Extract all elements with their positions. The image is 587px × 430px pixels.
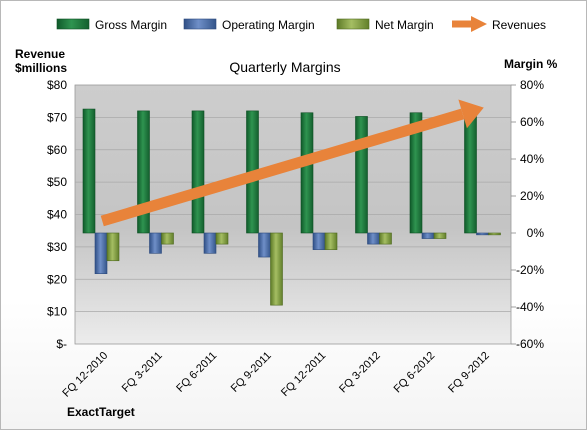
bar-gross-margin [300, 112, 314, 234]
left-tick-label: $80 [47, 78, 67, 92]
left-axis-label-line2: $millions [15, 61, 67, 75]
legend-item-gross-margin: Gross Margin [56, 18, 167, 32]
right-tick-label: 80% [520, 78, 544, 92]
bar-net-margin [270, 232, 283, 306]
bar-operating-margin [367, 232, 380, 245]
right-tick-label: 20% [520, 189, 544, 203]
chart-title: Quarterly Margins [229, 59, 340, 75]
left-tick-label: $10 [47, 305, 67, 319]
revenue-arrow-shaft [100, 108, 465, 227]
left-tick-label: $60 [47, 143, 67, 157]
source-label: ExactTarget [67, 405, 135, 419]
legend-label-operating-margin: Operating Margin [222, 18, 315, 32]
bar-operating-margin [312, 232, 326, 250]
right-tick-label: -40% [516, 300, 544, 314]
x-tick-label: FQ 9-2012 [446, 350, 492, 396]
x-tick-label: FQ 6-2012 [392, 350, 438, 396]
right-tick-label: 60% [520, 115, 544, 129]
x-tick-label: FQ 12-2011 [279, 350, 328, 399]
bar-net-margin [379, 232, 392, 245]
x-tick-label: FQ 3-2011 [120, 350, 165, 395]
left-tick-label: $70 [47, 110, 67, 124]
bar-operating-margin [203, 232, 217, 254]
legend-item-operating-margin: Operating Margin [183, 18, 315, 32]
legend-label-gross-margin: Gross Margin [95, 18, 167, 32]
right-tick-label: -60% [516, 337, 544, 351]
x-tick-label: FQ 3-2012 [337, 350, 383, 396]
left-tick-label: $30 [47, 240, 67, 254]
right-axis: -60% -40% -20% 0% 20% 40% 60% 80% [511, 78, 544, 351]
bar-operating-margin [94, 232, 108, 275]
bar-operating-margin [476, 232, 489, 236]
right-tick-label: 0% [527, 226, 545, 240]
legend-item-revenues: Revenues [452, 16, 546, 32]
bar-gross-margin [82, 108, 96, 234]
bar-gross-margin [191, 110, 205, 234]
bar-gross-margin [409, 112, 423, 234]
revenue-arrow [100, 99, 484, 227]
bar-gross-margin [464, 108, 477, 234]
x-axis: FQ 12-2010 FQ 3-2011 FQ 6-2011 FQ 9-2011 FQ … [60, 350, 491, 400]
bar-operating-margin [258, 232, 271, 258]
left-tick-label: $- [56, 337, 67, 351]
bar-gross-margin [355, 116, 368, 234]
bar-net-margin [488, 232, 501, 236]
bar-net-margin [161, 232, 174, 245]
right-axis-label: Margin % [504, 57, 558, 71]
revenue-arrow-head [458, 99, 484, 129]
bar-net-margin [106, 232, 120, 262]
plot-area [74, 84, 512, 345]
left-tick-label: $20 [47, 272, 67, 286]
legend-label-revenues: Revenues [492, 18, 546, 32]
right-tick-label: 40% [520, 152, 544, 166]
left-axis-label-line1: Revenue [15, 47, 65, 61]
right-tick-label: -20% [516, 263, 544, 277]
bar-operating-margin [149, 232, 162, 254]
left-axis: $- $10 $20 $30 $40 $50 $60 $70 $80 [47, 78, 67, 351]
x-tick-label: FQ 9-2011 [229, 350, 274, 395]
left-tick-label: $40 [47, 208, 67, 222]
bar-operating-margin [421, 232, 435, 239]
x-tick-label: FQ 6-2011 [174, 350, 219, 395]
bar-net-margin [433, 232, 447, 239]
bar-net-margin [324, 232, 338, 250]
legend-label-net-margin: Net Margin [375, 18, 434, 32]
legend: Gross Margin Operating Margin Net Margin… [56, 16, 546, 32]
legend-item-net-margin: Net Margin [336, 18, 434, 32]
bar-net-margin [215, 232, 229, 245]
x-tick-label: FQ 12-2010 [60, 350, 110, 400]
left-tick-label: $50 [47, 175, 67, 189]
